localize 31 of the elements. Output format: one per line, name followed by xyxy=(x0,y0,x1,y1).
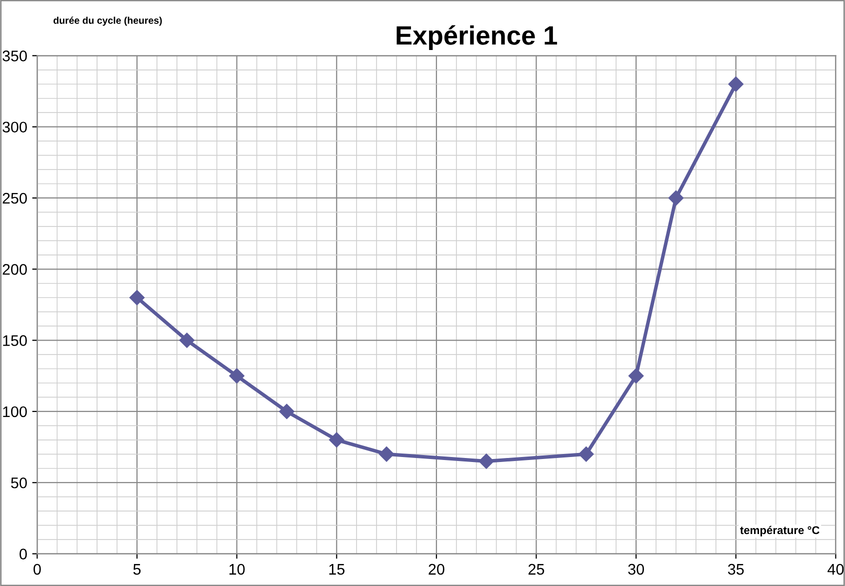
x-tick-label: 15 xyxy=(329,564,344,575)
x-tick-label: 25 xyxy=(528,564,544,575)
x-tick-label: 0 xyxy=(34,564,41,575)
y-axis-title: durée du cycle (heures) xyxy=(54,16,162,26)
y-tick-label: 350 xyxy=(2,50,27,62)
point xyxy=(229,368,244,384)
y-tick-label: 50 xyxy=(11,477,27,488)
y-tick-label: 200 xyxy=(2,264,27,275)
point xyxy=(668,190,684,206)
point xyxy=(728,76,744,92)
point xyxy=(279,404,294,420)
point xyxy=(179,332,194,348)
x-tick-label: 35 xyxy=(728,564,744,575)
x-axis-title: température °C xyxy=(740,526,820,536)
x-tick-label: 40 xyxy=(828,564,844,575)
point xyxy=(628,368,644,384)
y-tick-label: 300 xyxy=(2,122,27,133)
point xyxy=(578,446,594,462)
point xyxy=(129,290,145,306)
chart-title: Expérience 1 xyxy=(396,25,558,50)
point xyxy=(329,432,344,448)
y-tick-label: 100 xyxy=(3,406,27,418)
y-tick-label: 0 xyxy=(20,548,27,560)
x-tick-label: 5 xyxy=(133,564,141,575)
point xyxy=(478,454,494,469)
y-tick-label: 250 xyxy=(2,192,27,204)
x-tick-label: 30 xyxy=(628,564,644,575)
point xyxy=(378,446,394,462)
x-tick-label: 20 xyxy=(428,564,444,575)
y-tick-label: 150 xyxy=(3,335,27,346)
x-tick-label: 10 xyxy=(229,564,245,575)
